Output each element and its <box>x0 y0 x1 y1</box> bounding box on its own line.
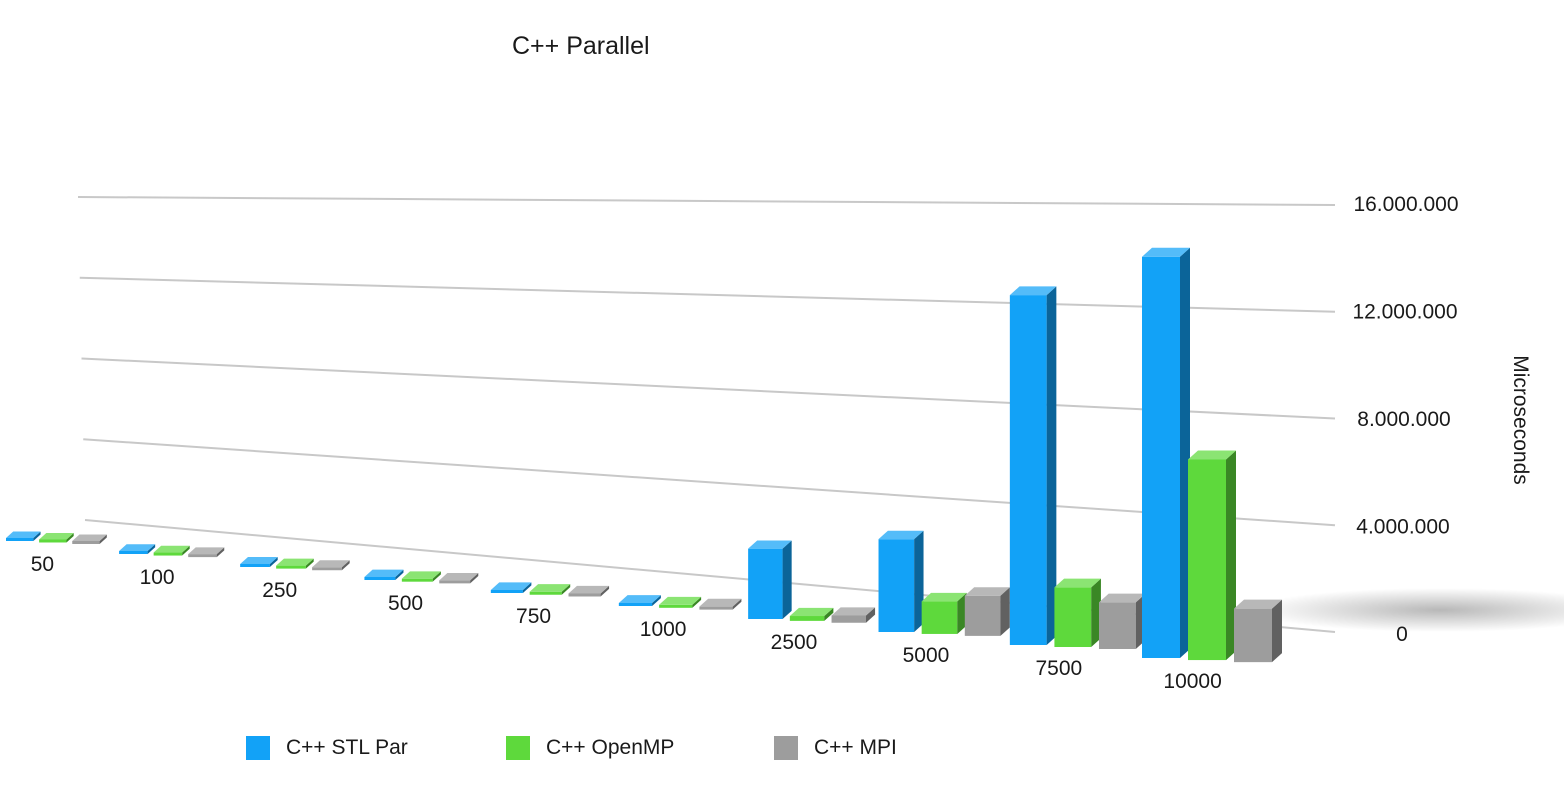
bar <box>568 585 610 597</box>
bar <box>312 560 350 571</box>
x-tick-label: 750 <box>516 605 551 628</box>
bar <box>878 530 924 632</box>
gridline <box>81 357 1336 420</box>
y-axis-title: Microseconds <box>1509 355 1532 485</box>
bar <box>1009 286 1057 645</box>
legend-label: C++ OpenMP <box>546 736 675 759</box>
legend-swatch <box>246 736 270 760</box>
x-tick-label: 2500 <box>771 631 818 654</box>
gridline <box>77 196 1336 206</box>
bar <box>1098 593 1146 650</box>
bar <box>529 584 571 595</box>
y-tick-label: 16.000.000 <box>1353 193 1458 216</box>
legend-item: C++ OpenMP <box>506 736 774 760</box>
y-tick-label: 12.000.000 <box>1352 301 1457 324</box>
bar <box>1142 247 1190 658</box>
x-tick-label: 50 <box>31 553 54 576</box>
bar <box>153 545 190 556</box>
chart-title: C++ Parallel <box>512 32 650 60</box>
legend-label: C++ STL Par <box>286 736 408 759</box>
bar <box>6 531 41 541</box>
x-tick-label: 500 <box>388 592 423 615</box>
bar <box>364 569 404 580</box>
legend: C++ STL Par C++ OpenMP C++ MPI <box>246 736 934 760</box>
x-axis-ticks: 50 100 250 500 750 1000 2500 5000 7500 10000 <box>31 553 1222 693</box>
x-tick-label: 5000 <box>903 644 950 667</box>
bar <box>789 607 834 621</box>
legend-label: C++ MPI <box>814 736 897 759</box>
bar <box>119 544 156 554</box>
bar <box>240 556 278 567</box>
bar <box>188 547 225 558</box>
y-tick-label: 8.000.000 <box>1357 408 1450 431</box>
x-tick-label: 1000 <box>640 618 687 641</box>
bar <box>401 571 441 582</box>
y-axis-ticks: 0 4.000.000 8.000.000 12.000.000 16.000.000 <box>1352 193 1458 646</box>
bar <box>921 592 967 634</box>
legend-item: C++ MPI <box>774 736 934 760</box>
bar <box>1234 599 1282 663</box>
x-tick-label: 100 <box>140 566 175 589</box>
bar <box>1188 450 1236 661</box>
legend-swatch <box>774 736 798 760</box>
bar <box>439 573 479 584</box>
x-tick-label: 250 <box>262 579 297 602</box>
x-tick-label: 7500 <box>1036 657 1083 680</box>
gridline <box>79 276 1336 313</box>
bar <box>39 533 74 543</box>
floor-shadow <box>1250 588 1564 632</box>
bar <box>618 595 661 606</box>
bar <box>831 607 876 623</box>
bar <box>1054 578 1101 648</box>
bar <box>659 596 702 608</box>
bar <box>72 534 107 544</box>
bar <box>699 598 742 610</box>
bar <box>276 558 314 569</box>
gridline <box>83 438 1336 527</box>
x-tick-label: 10000 <box>1163 670 1221 693</box>
y-tick-label: 0 <box>1396 623 1408 646</box>
legend-swatch <box>506 736 530 760</box>
y-tick-label: 4.000.000 <box>1356 516 1449 539</box>
legend-item: C++ STL Par <box>246 736 506 760</box>
bar <box>490 582 532 593</box>
bar <box>964 587 1010 636</box>
bars <box>6 247 1282 663</box>
bar <box>748 540 792 619</box>
